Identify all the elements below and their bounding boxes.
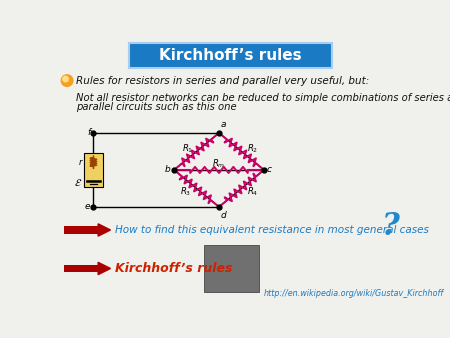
Text: d: d <box>220 211 226 220</box>
Text: b: b <box>164 165 170 174</box>
Text: $\mathcal{E}$: $\mathcal{E}$ <box>74 177 83 188</box>
Polygon shape <box>98 262 111 275</box>
FancyBboxPatch shape <box>84 153 103 187</box>
Text: f: f <box>87 128 90 138</box>
Text: $R_3$: $R_3$ <box>180 185 191 198</box>
Text: c: c <box>266 165 271 174</box>
Text: Rules for resistors in series and parallel very useful, but:: Rules for resistors in series and parall… <box>76 76 369 86</box>
Circle shape <box>61 75 73 87</box>
Text: parallel circuits such as this one: parallel circuits such as this one <box>76 102 236 112</box>
FancyBboxPatch shape <box>64 265 98 272</box>
FancyBboxPatch shape <box>203 245 259 292</box>
Text: http://en.wikipedia.org/wiki/Gustav_Kirchhoff: http://en.wikipedia.org/wiki/Gustav_Kirc… <box>264 289 444 298</box>
FancyBboxPatch shape <box>64 226 98 234</box>
FancyBboxPatch shape <box>129 43 332 68</box>
Text: $R_2$: $R_2$ <box>247 142 258 154</box>
Text: r: r <box>79 158 83 167</box>
Text: Kirchhoff’s rules: Kirchhoff’s rules <box>159 48 302 64</box>
Text: $R_m$: $R_m$ <box>212 158 226 170</box>
Text: a: a <box>220 120 226 129</box>
Text: Not all resistor networks can be reduced to simple combinations of series and: Not all resistor networks can be reduced… <box>76 93 450 103</box>
Polygon shape <box>98 224 111 236</box>
Text: $R_1$: $R_1$ <box>182 142 193 154</box>
Text: ?: ? <box>382 211 400 242</box>
Text: e: e <box>85 202 90 211</box>
Text: +: + <box>89 170 98 179</box>
Text: How to find this equivalent resistance in most general cases: How to find this equivalent resistance i… <box>115 225 429 235</box>
Text: $R_4$: $R_4$ <box>247 185 258 198</box>
Text: Kirchhoff’s rules: Kirchhoff’s rules <box>115 262 233 275</box>
Circle shape <box>63 76 68 82</box>
